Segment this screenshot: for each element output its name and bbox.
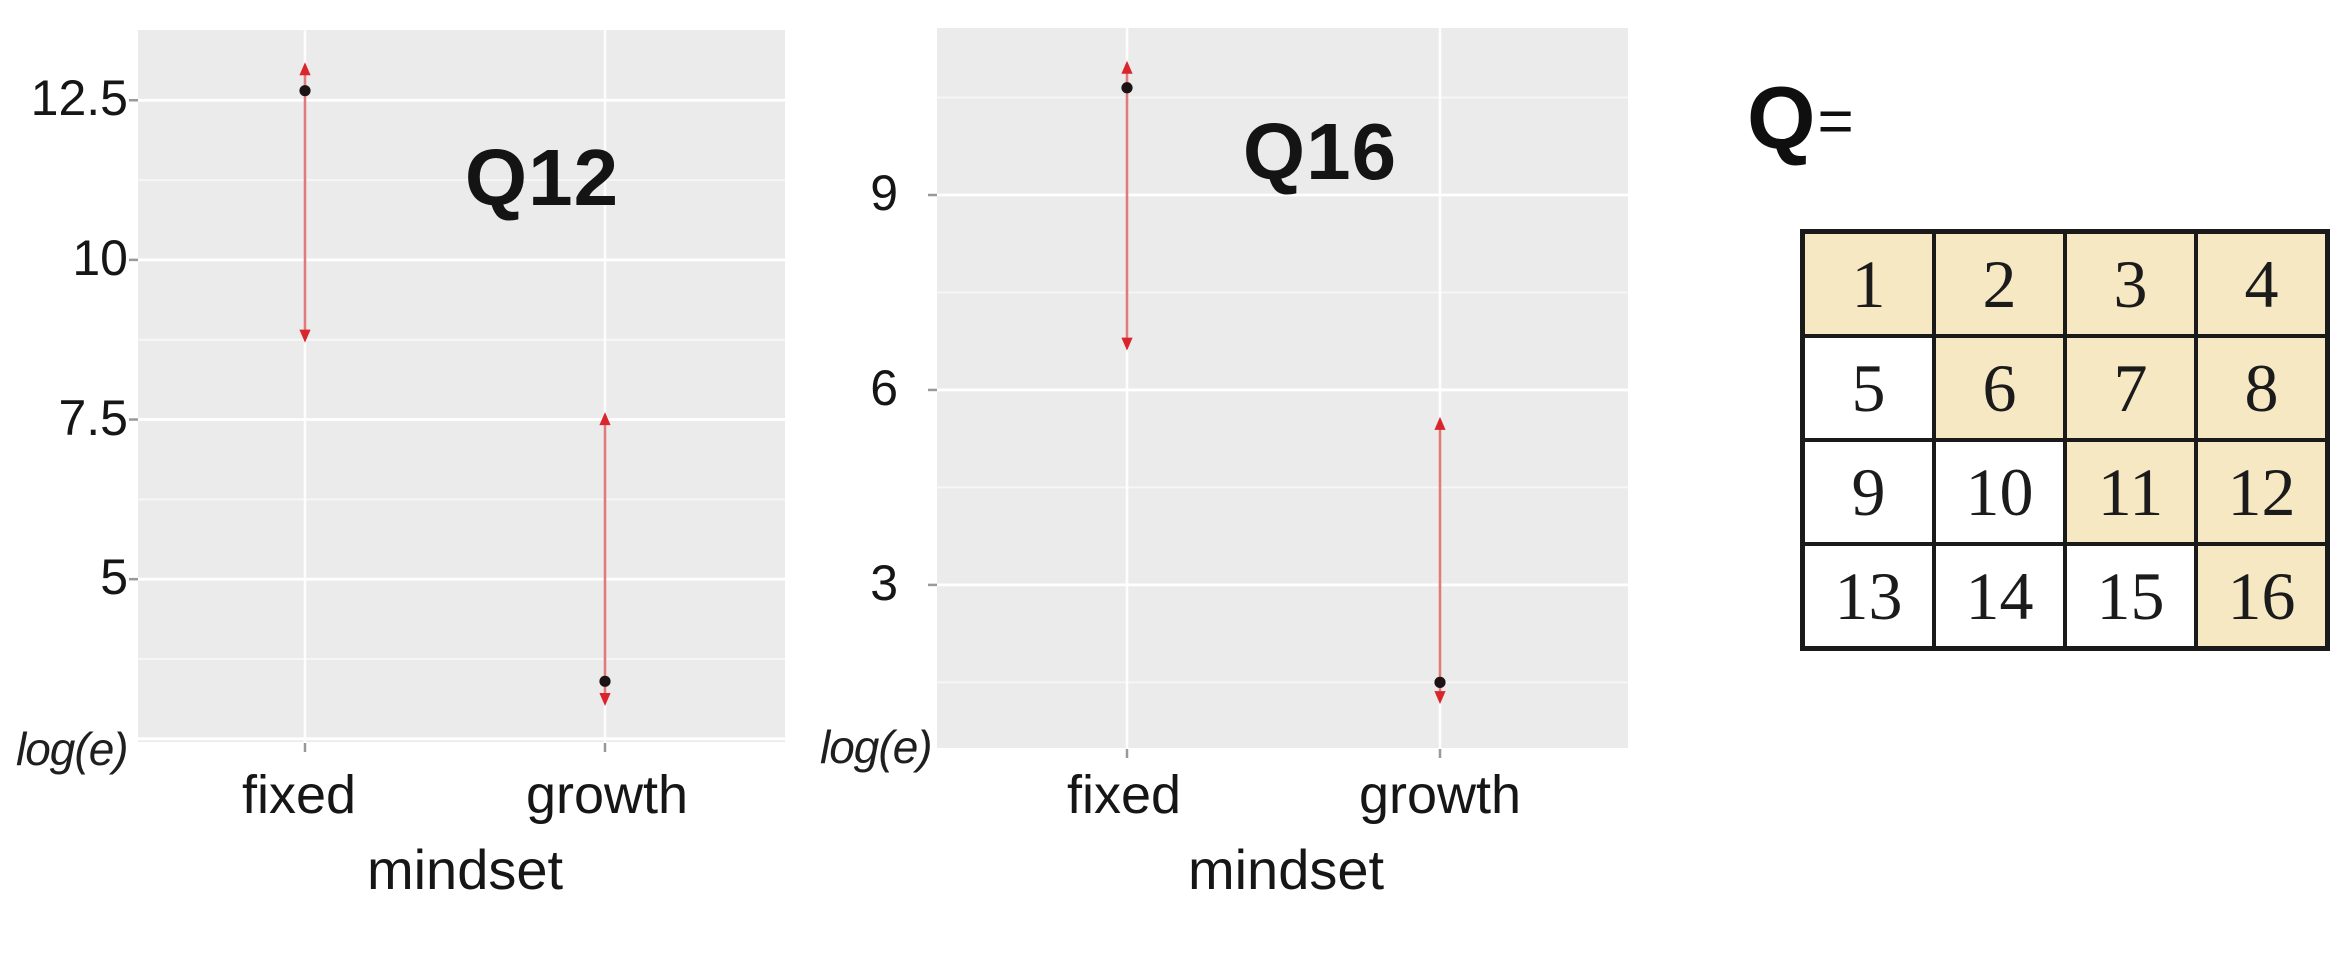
matrix-label-equals: = [1817, 87, 1854, 156]
matrix-row-4: 13 14 15 16 [1800, 542, 2330, 651]
plot-panel-Q16 [937, 28, 1628, 748]
y-tick-label-Q16-3: 3 [870, 554, 898, 611]
y-tick-label-Q16-9: 9 [870, 165, 898, 221]
matrix-cell-4: 4 [2194, 229, 2330, 338]
x-axis-title-q12: mindset [366, 838, 564, 901]
data-point-Q16-growth [1434, 676, 1446, 688]
chart-title-q16: Q16 [1242, 107, 1398, 196]
matrix-label: Q = [1747, 74, 1854, 162]
matrix-cell-14: 14 [1932, 542, 2067, 651]
arrow-head-down-Q12-growth [599, 692, 611, 706]
matrix-cell-2: 2 [1932, 229, 2067, 338]
matrix-cell-1: 1 [1800, 229, 1936, 338]
x-axis-title-q16: mindset [1187, 838, 1385, 901]
y-tick-label-Q12-5: 5 [100, 549, 128, 606]
y-tick-label-Q12-12.5: 12.5 [30, 70, 128, 127]
q-matrix-table: 1 2 3 4 5 6 7 8 9 10 11 12 13 14 15 16 [1800, 229, 2330, 651]
data-point-Q12-growth [599, 675, 611, 687]
arrow-head-down-Q16-growth [1434, 691, 1446, 705]
arrow-head-down-Q12-fixed [299, 329, 311, 343]
matrix-row-3: 9 10 11 12 [1800, 438, 2330, 546]
chart-title-q12: Q12 [464, 133, 620, 222]
data-point-Q12-fixed [299, 85, 311, 97]
x-tick-label-growth-q12: growth [525, 765, 689, 825]
data-point-Q16-fixed [1121, 82, 1133, 94]
plot-panel-Q12 [138, 30, 785, 742]
arrow-head-up-Q12-fixed [299, 62, 311, 76]
y-tick-label-Q16-6: 6 [870, 359, 898, 416]
arrow-head-down-Q16-fixed [1121, 337, 1133, 351]
arrow-head-up-Q12-growth [599, 412, 611, 426]
matrix-cell-11: 11 [2063, 438, 2198, 546]
x-tick-label-fixed-q16: fixed [1066, 765, 1182, 825]
matrix-cell-8: 8 [2194, 334, 2330, 442]
matrix-cell-10: 10 [1932, 438, 2067, 546]
matrix-cell-12: 12 [2194, 438, 2330, 546]
y-tick-label-Q12-7.5: 7.5 [58, 389, 128, 446]
matrix-cell-9: 9 [1800, 438, 1936, 546]
matrix-cell-6: 6 [1932, 334, 2067, 442]
x-tick-label-growth-q16: growth [1358, 765, 1522, 825]
matrix-cell-5: 5 [1800, 334, 1936, 442]
arrow-head-up-Q16-growth [1434, 416, 1446, 430]
x-tick-label-fixed-q12: fixed [241, 765, 357, 825]
matrix-cell-16: 16 [2194, 542, 2330, 651]
y-axis-unit-label-q16: log(e) [820, 721, 933, 773]
matrix-label-q: Q [1747, 68, 1816, 167]
matrix-cell-13: 13 [1800, 542, 1936, 651]
matrix-cell-3: 3 [2063, 229, 2198, 338]
matrix-cell-7: 7 [2063, 334, 2198, 442]
matrix-cell-15: 15 [2063, 542, 2198, 651]
y-axis-unit-label-q12: log(e) [16, 723, 129, 775]
y-tick-label-Q12-10: 10 [72, 229, 128, 286]
arrow-head-up-Q16-fixed [1121, 60, 1133, 74]
